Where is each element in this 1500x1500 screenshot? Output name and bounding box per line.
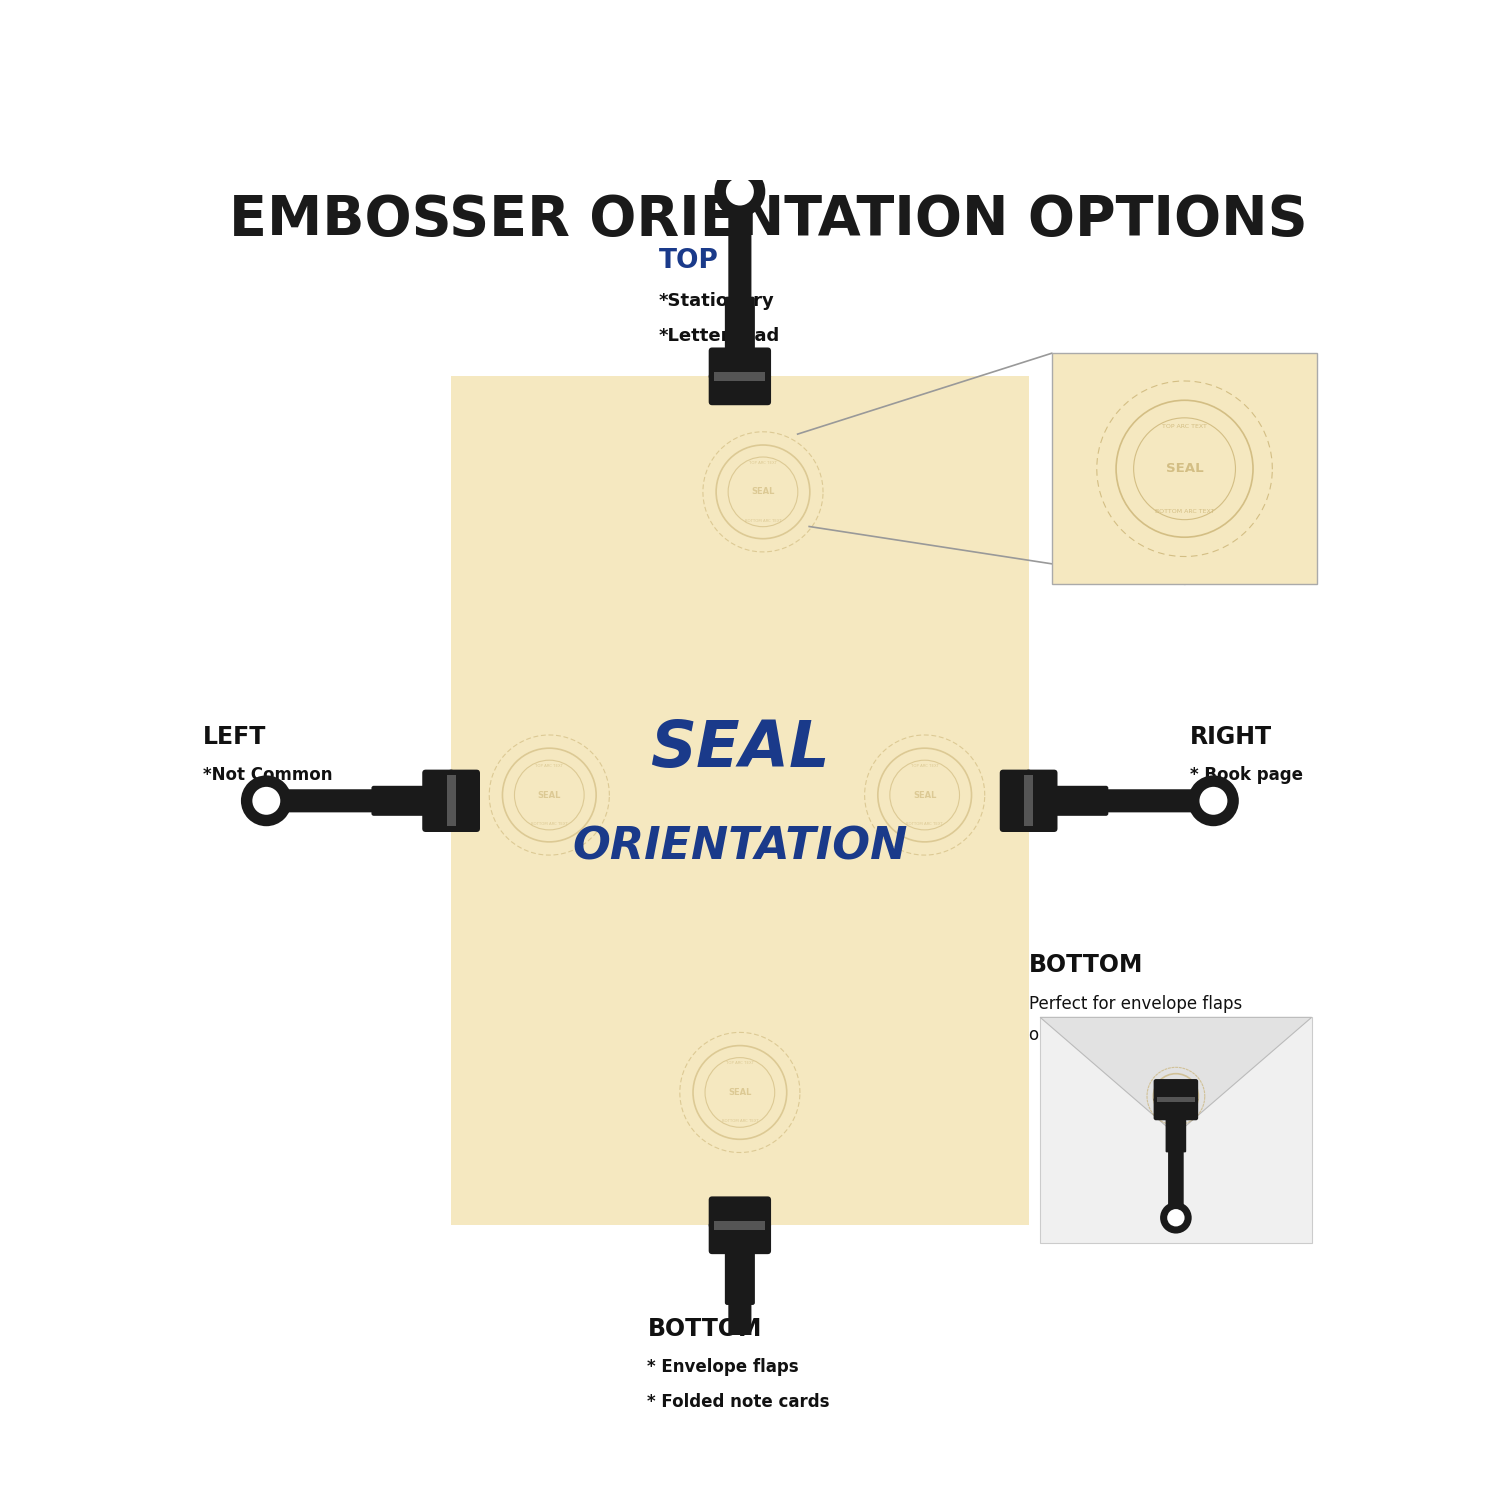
Text: ORIENTATION: ORIENTATION — [572, 825, 908, 868]
Text: or bottom of page seals: or bottom of page seals — [1029, 1026, 1227, 1044]
Text: EMBOSSER ORIENTATION OPTIONS: EMBOSSER ORIENTATION OPTIONS — [230, 194, 1308, 248]
Circle shape — [726, 1396, 754, 1423]
Polygon shape — [1040, 1017, 1311, 1134]
FancyBboxPatch shape — [1166, 1118, 1186, 1152]
Text: *Stationery: *Stationery — [658, 292, 776, 310]
FancyBboxPatch shape — [1154, 1078, 1198, 1102]
Text: SEAL: SEAL — [1170, 1094, 1182, 1098]
FancyBboxPatch shape — [1104, 789, 1196, 813]
FancyBboxPatch shape — [447, 770, 480, 832]
Text: LEFT: LEFT — [202, 726, 266, 750]
Text: BOTTOM: BOTTOM — [1029, 954, 1143, 978]
Text: SEAL: SEAL — [728, 1088, 752, 1096]
Bar — [447, 776, 456, 826]
Bar — [452, 376, 1029, 1226]
Circle shape — [252, 788, 280, 814]
FancyBboxPatch shape — [724, 1248, 754, 1305]
Bar — [1024, 776, 1033, 826]
Text: BOTTOM ARC TEXT: BOTTOM ARC TEXT — [531, 822, 567, 827]
Text: *Not Common: *Not Common — [202, 766, 333, 784]
FancyBboxPatch shape — [729, 1300, 752, 1392]
FancyBboxPatch shape — [708, 348, 771, 380]
FancyBboxPatch shape — [1168, 1150, 1184, 1206]
Text: * Envelope flaps: * Envelope flaps — [648, 1359, 800, 1377]
Bar — [1040, 1017, 1311, 1242]
FancyBboxPatch shape — [724, 297, 754, 354]
Text: BOTTOM ARC TEXT: BOTTOM ARC TEXT — [1155, 509, 1215, 513]
Text: TOP ARC TEXT: TOP ARC TEXT — [1162, 424, 1208, 429]
Text: SEAL: SEAL — [914, 790, 936, 800]
Circle shape — [1160, 1202, 1191, 1233]
Text: * Folded note cards: * Folded note cards — [648, 1394, 830, 1411]
Text: TOP ARC TEXT: TOP ARC TEXT — [748, 460, 777, 465]
Bar — [714, 1221, 765, 1230]
Circle shape — [1167, 1209, 1185, 1227]
Circle shape — [1188, 776, 1239, 826]
FancyBboxPatch shape — [372, 786, 427, 816]
Text: SEAL: SEAL — [650, 718, 830, 780]
FancyBboxPatch shape — [729, 210, 752, 302]
Text: SEAL: SEAL — [752, 488, 774, 496]
Text: TOP ARC TEXT: TOP ARC TEXT — [536, 764, 562, 768]
FancyBboxPatch shape — [708, 1222, 771, 1254]
FancyBboxPatch shape — [708, 1197, 771, 1228]
Text: TOP: TOP — [658, 248, 718, 274]
Text: SEAL: SEAL — [537, 790, 561, 800]
Circle shape — [242, 776, 291, 826]
Text: RIGHT: RIGHT — [1191, 726, 1272, 750]
Text: * Book page: * Book page — [1191, 766, 1304, 784]
Text: SEAL: SEAL — [1166, 462, 1203, 476]
FancyBboxPatch shape — [1024, 770, 1057, 832]
Text: BOTTOM: BOTTOM — [648, 1317, 762, 1341]
FancyBboxPatch shape — [285, 789, 376, 813]
FancyBboxPatch shape — [423, 770, 454, 832]
Circle shape — [726, 177, 754, 206]
Circle shape — [714, 1384, 765, 1435]
Text: *Letterhead: *Letterhead — [658, 327, 780, 345]
Circle shape — [714, 166, 765, 218]
Text: Perfect for envelope flaps: Perfect for envelope flaps — [1029, 994, 1242, 1012]
FancyBboxPatch shape — [1154, 1098, 1198, 1120]
FancyBboxPatch shape — [999, 770, 1032, 832]
Text: BOTTOM ARC TEXT: BOTTOM ARC TEXT — [722, 1119, 758, 1124]
Bar — [714, 372, 765, 381]
FancyBboxPatch shape — [708, 374, 771, 405]
Bar — [1156, 1096, 1194, 1102]
Text: BOTTOM ARC TEXT: BOTTOM ARC TEXT — [906, 822, 944, 827]
Text: TOP ARC TEXT: TOP ARC TEXT — [910, 764, 939, 768]
Text: BOTTOM ARC TEXT: BOTTOM ARC TEXT — [744, 519, 782, 524]
Text: TOP ARC TEXT: TOP ARC TEXT — [726, 1062, 754, 1065]
Bar — [1052, 354, 1317, 585]
Circle shape — [1200, 788, 1227, 814]
FancyBboxPatch shape — [1052, 786, 1108, 816]
